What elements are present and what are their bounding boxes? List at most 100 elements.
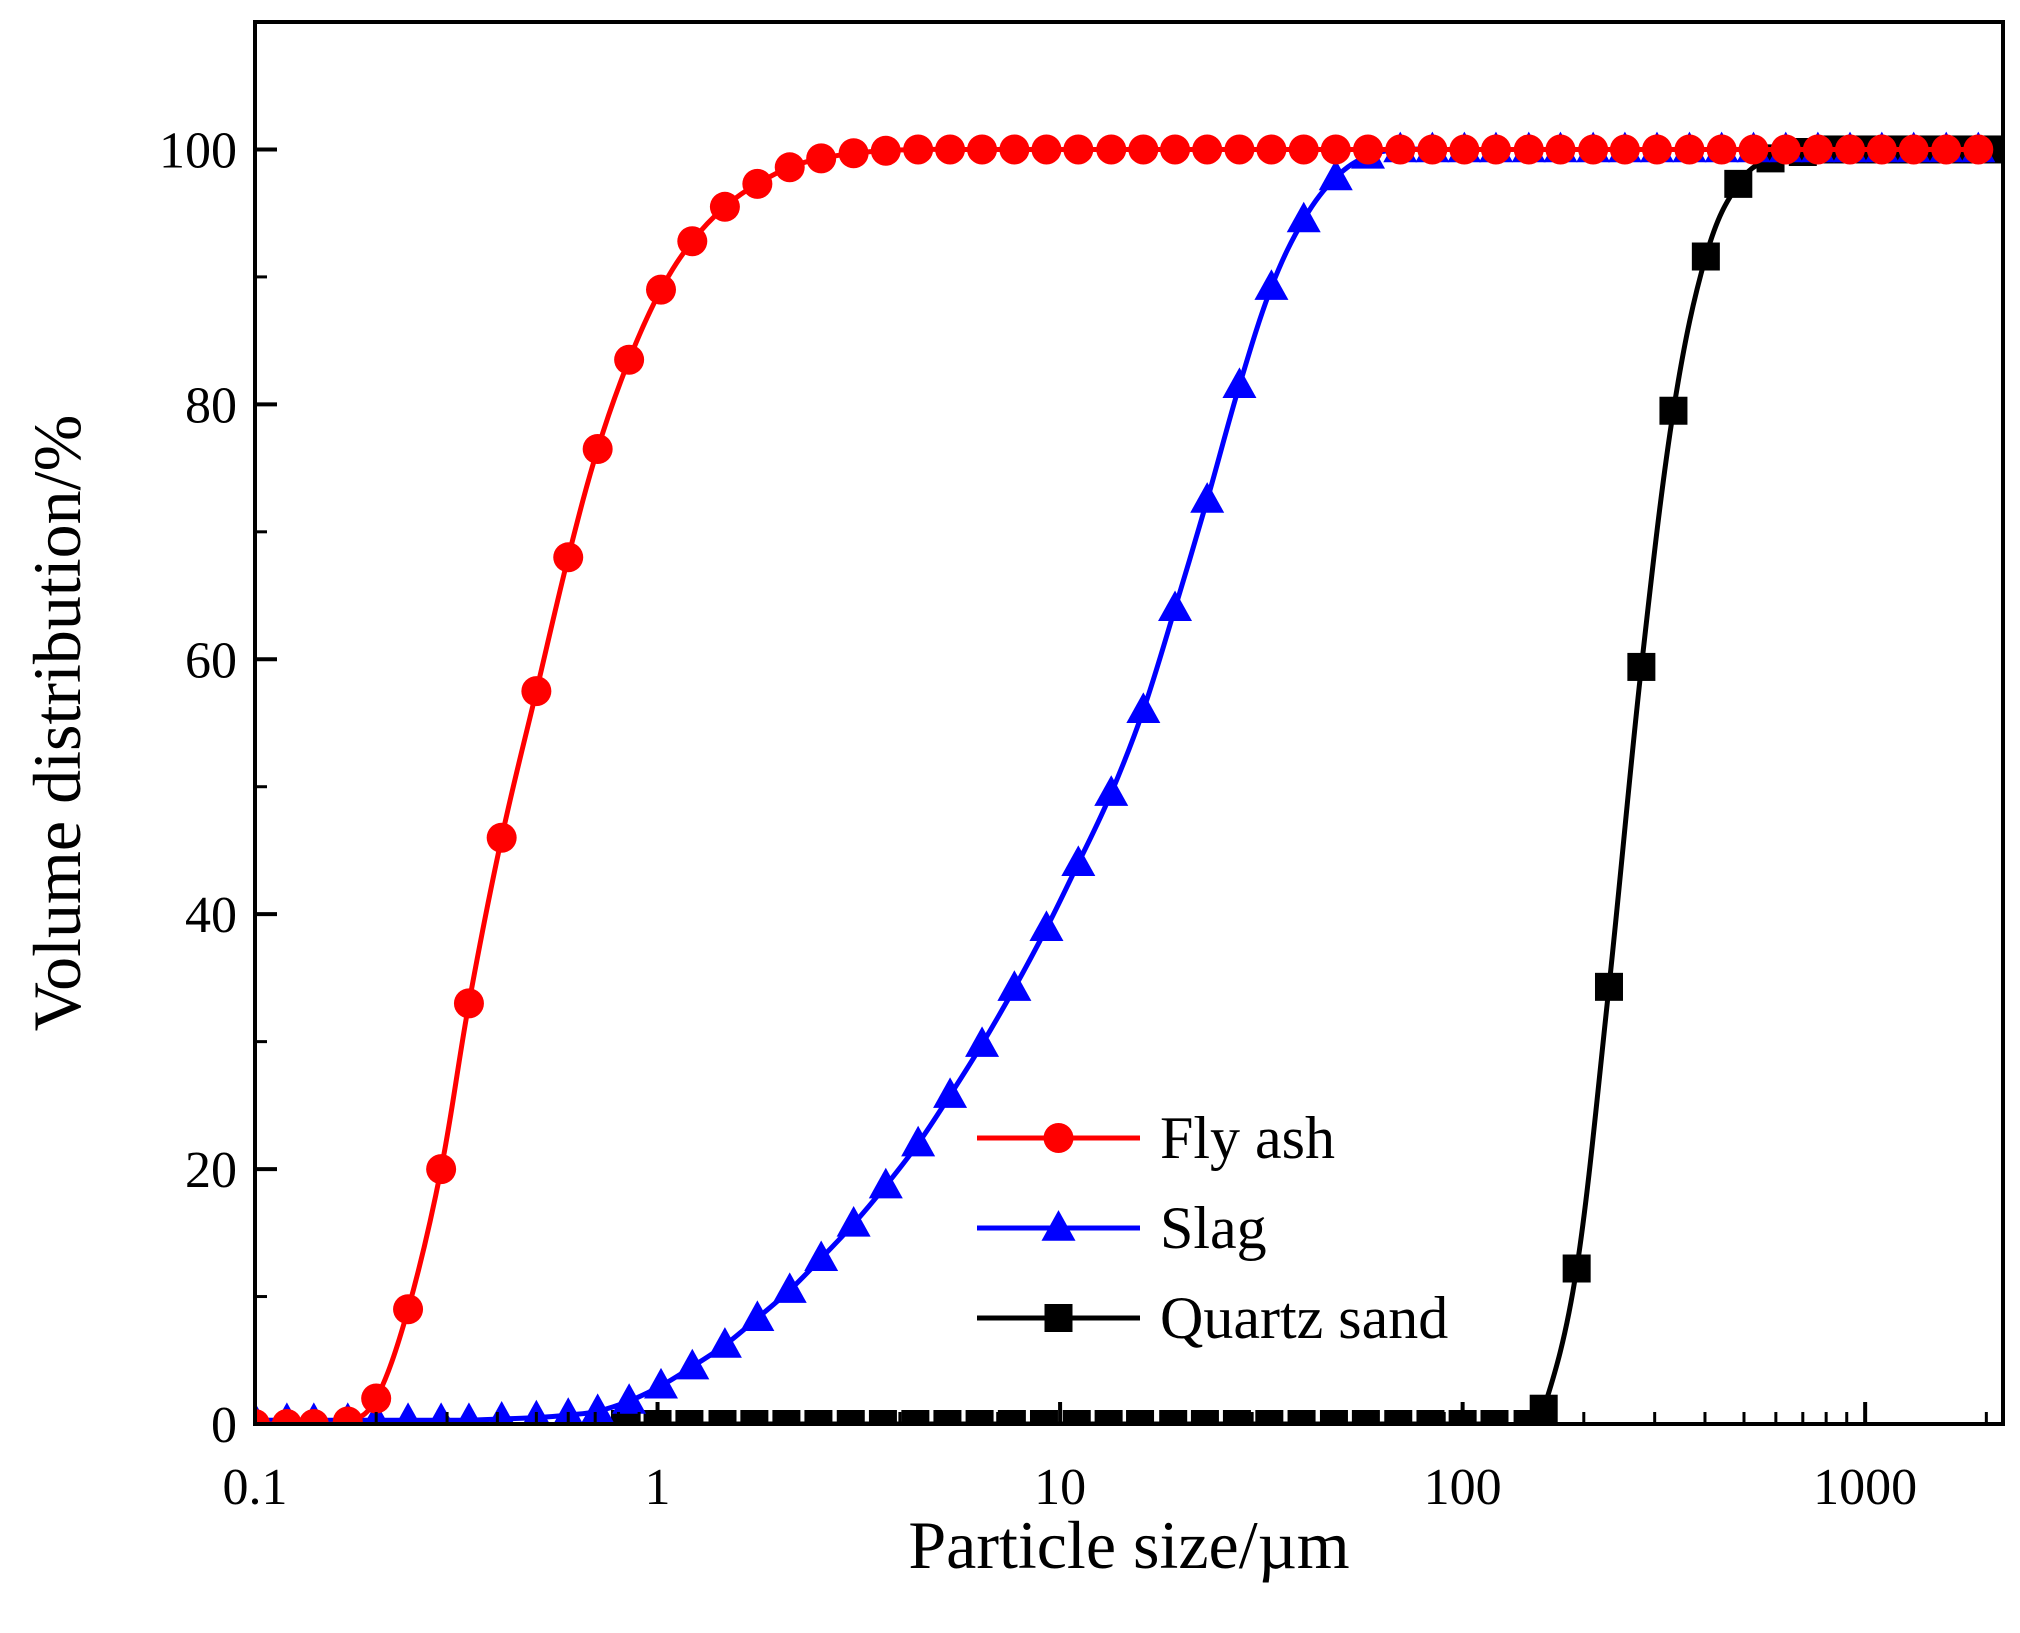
slag-point xyxy=(644,1367,679,1399)
quartz-sand-point xyxy=(997,1410,1026,1424)
fly-ash-point xyxy=(1513,134,1544,165)
fly-ash-point xyxy=(1256,134,1287,165)
fly-ash-point xyxy=(1417,134,1448,165)
slag-point xyxy=(1318,159,1353,191)
legend-label-slag: Slag xyxy=(1160,1195,1267,1261)
slag-point xyxy=(933,1077,968,1108)
fly-ash-point xyxy=(614,344,645,375)
fly-ash-point xyxy=(1224,134,1255,165)
fly-ash-point xyxy=(967,134,998,165)
fly-ash-point xyxy=(271,1409,302,1424)
fly-ash-point xyxy=(1578,134,1609,165)
fly-ash-point xyxy=(1641,134,1672,165)
fly-ash-point xyxy=(521,676,552,707)
quartz-sand-point xyxy=(1222,1410,1251,1424)
slag-point xyxy=(396,1402,421,1424)
quartz-sand-point xyxy=(1627,652,1656,681)
fly-ash-point xyxy=(332,1406,363,1424)
slag-point xyxy=(965,1026,1000,1057)
fly-ash-point xyxy=(1385,134,1416,165)
fly-ash-point xyxy=(1770,134,1801,165)
legend-marker-quartz-sand xyxy=(1044,1304,1073,1332)
slag-point xyxy=(553,1397,584,1424)
slag-point xyxy=(1254,269,1289,300)
fly-ash-point xyxy=(999,134,1030,165)
x-tick-label: 0.1 xyxy=(223,1459,288,1516)
fly-ash-point xyxy=(486,822,517,853)
fly-ash-point xyxy=(774,152,805,183)
fly-ash-point xyxy=(806,143,837,174)
fly-ash-point xyxy=(677,226,708,257)
slag-point xyxy=(740,1300,775,1331)
slag-point xyxy=(901,1125,936,1157)
fly-ash-point xyxy=(1963,134,1994,165)
slag-point xyxy=(1286,201,1321,233)
quartz-sand-point xyxy=(1562,1254,1591,1283)
slag-point xyxy=(1061,845,1096,876)
x-tick-label: 10 xyxy=(1034,1459,1086,1516)
slag-point xyxy=(1190,482,1225,513)
fly-ash-point xyxy=(1480,134,1511,165)
quartz-sand-point xyxy=(1480,1410,1509,1424)
fly-ash-point xyxy=(870,135,901,166)
slag-point xyxy=(456,1402,481,1424)
quartz-sand-point xyxy=(804,1410,833,1424)
legend-item-quartz-sand: Quartz sand xyxy=(977,1285,1448,1351)
fly-ash-point xyxy=(1802,134,1833,165)
slag-point xyxy=(997,970,1032,1001)
quartz-sand-point xyxy=(1029,1410,1058,1424)
quartz-sand-point xyxy=(1659,396,1688,425)
quartz-sand-point xyxy=(868,1410,897,1424)
fly-ash-point xyxy=(1192,134,1223,165)
legend-item-slag: Slag xyxy=(977,1195,1267,1261)
fly-ash-point xyxy=(935,134,966,165)
legend-marker-slag xyxy=(1041,1210,1076,1241)
fly-ash-point xyxy=(1320,134,1351,165)
slag-point xyxy=(1029,910,1064,941)
fly-ash-point xyxy=(426,1154,457,1185)
fly-ash-point xyxy=(1866,134,1897,165)
y-tick-label: 40 xyxy=(185,887,237,944)
fly-ash-point xyxy=(393,1294,424,1325)
fly-ash-point xyxy=(1898,134,1929,165)
fly-ash-point xyxy=(361,1383,392,1414)
fly-ash-point xyxy=(709,191,740,222)
x-tick-label: 100 xyxy=(1424,1459,1502,1516)
fly-ash-point xyxy=(1063,134,1094,165)
x-axis-title: Particle size/µm xyxy=(908,1507,1349,1583)
quartz-sand-point xyxy=(1190,1410,1219,1424)
quartz-sand-point xyxy=(901,1410,930,1424)
fly-ash-point xyxy=(1674,134,1705,165)
fly-ash-point xyxy=(742,168,773,199)
quartz-sand-point xyxy=(1529,1394,1558,1423)
fly-ash-point xyxy=(1545,134,1576,165)
quartz-sand-point xyxy=(1094,1410,1123,1424)
x-tick-label: 1000 xyxy=(1813,1459,1917,1516)
quartz-sand-point xyxy=(1594,972,1623,1001)
fly-ash-point xyxy=(903,134,934,165)
fly-ash-point xyxy=(1352,134,1383,165)
legend-label-quartz-sand: Quartz sand xyxy=(1160,1285,1448,1351)
fly-ash-point xyxy=(1609,134,1640,165)
fly-ash-point xyxy=(255,1409,270,1424)
fly-ash-point xyxy=(646,274,677,305)
fly-ash-point xyxy=(1931,134,1962,165)
quartz-sand-point xyxy=(965,1410,994,1424)
series-fly-ash xyxy=(255,134,1994,1424)
fly-ash-point xyxy=(553,542,584,573)
fly-ash-point xyxy=(453,988,484,1019)
legend: Fly ash Slag Quartz sand xyxy=(977,1105,1448,1351)
slag-point xyxy=(612,1383,647,1414)
quartz-sand-point xyxy=(675,1410,704,1424)
fly-ash-point xyxy=(1835,134,1866,165)
slag-point xyxy=(707,1327,742,1358)
fly-ash-point xyxy=(1128,134,1159,165)
quartz-sand-point xyxy=(1062,1410,1091,1424)
fly-ash-point xyxy=(1738,134,1769,165)
legend-item-fly-ash: Fly ash xyxy=(977,1105,1335,1171)
fly-ash-point xyxy=(582,433,613,464)
fly-ash-point xyxy=(1706,134,1737,165)
slag-point xyxy=(488,1401,515,1424)
